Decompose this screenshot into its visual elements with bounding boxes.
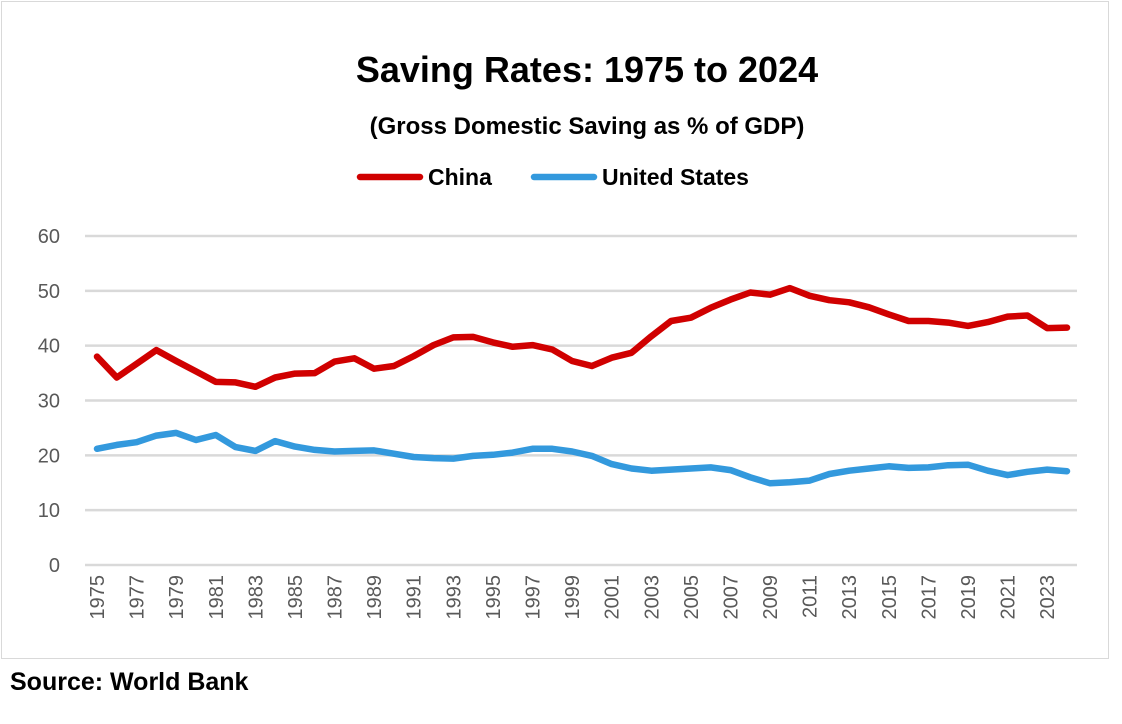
x-tick-label: 1989 (364, 575, 386, 620)
x-tick-label: 1997 (523, 575, 545, 620)
y-tick-label: 40 (38, 336, 60, 358)
series-line-china (93, 284, 1071, 391)
x-tick-label: 1985 (285, 575, 307, 620)
y-tick-label: 10 (38, 500, 60, 522)
x-tick-label: 2009 (760, 575, 782, 620)
x-tick-label: 2023 (1037, 575, 1059, 620)
grid (85, 234, 1077, 567)
x-tick-label: 2007 (720, 575, 742, 620)
y-tick-label: 0 (49, 555, 60, 577)
x-tick-label: 1981 (206, 575, 228, 620)
x-tick-label: 2021 (998, 575, 1020, 620)
x-tick-label: 1999 (562, 575, 584, 620)
x-tick-label: 1983 (245, 575, 267, 620)
y-axis: 0 10 20 30 40 50 60 (38, 226, 60, 577)
x-tick-label: 1975 (87, 575, 109, 620)
line-chart: Saving Rates: 1975 to 2024 (Gross Domest… (38, 49, 1077, 620)
x-axis: 1975 1977 1979 1981 1983 1985 1987 1989 1991 1993… (87, 575, 1059, 620)
y-tick-label: 50 (38, 281, 60, 303)
x-tick-label: 1993 (443, 575, 465, 620)
y-tick-label: 30 (38, 391, 60, 413)
legend-label: United States (602, 164, 749, 190)
x-tick-label: 1979 (166, 575, 188, 620)
source-note: Source: World Bank (10, 668, 249, 696)
x-tick-label: 2017 (918, 575, 940, 620)
y-tick-label: 20 (38, 445, 60, 467)
legend-label: China (428, 164, 492, 190)
chart-frame (1, 1, 1109, 659)
chart-subtitle: (Gross Domestic Saving as % of GDP) (370, 113, 805, 140)
series-lines (93, 284, 1071, 487)
legend: China United States (356, 164, 749, 190)
x-tick-label: 1995 (483, 575, 505, 620)
x-tick-label: 1977 (127, 575, 149, 620)
x-tick-label: 2015 (879, 575, 901, 620)
x-tick-label: 2005 (681, 575, 703, 620)
x-tick-label: 1991 (404, 575, 426, 620)
x-tick-label: 2019 (958, 575, 980, 620)
x-tick-label: 1987 (325, 575, 347, 620)
x-tick-label: 2001 (602, 575, 624, 620)
chart-title: Saving Rates: 1975 to 2024 (356, 49, 818, 90)
x-tick-label: 2003 (641, 575, 663, 620)
series-line-united-states (93, 429, 1071, 487)
y-tick-label: 60 (38, 226, 60, 248)
x-tick-label: 2013 (839, 575, 861, 620)
x-tick-label: 2011 (800, 575, 822, 618)
